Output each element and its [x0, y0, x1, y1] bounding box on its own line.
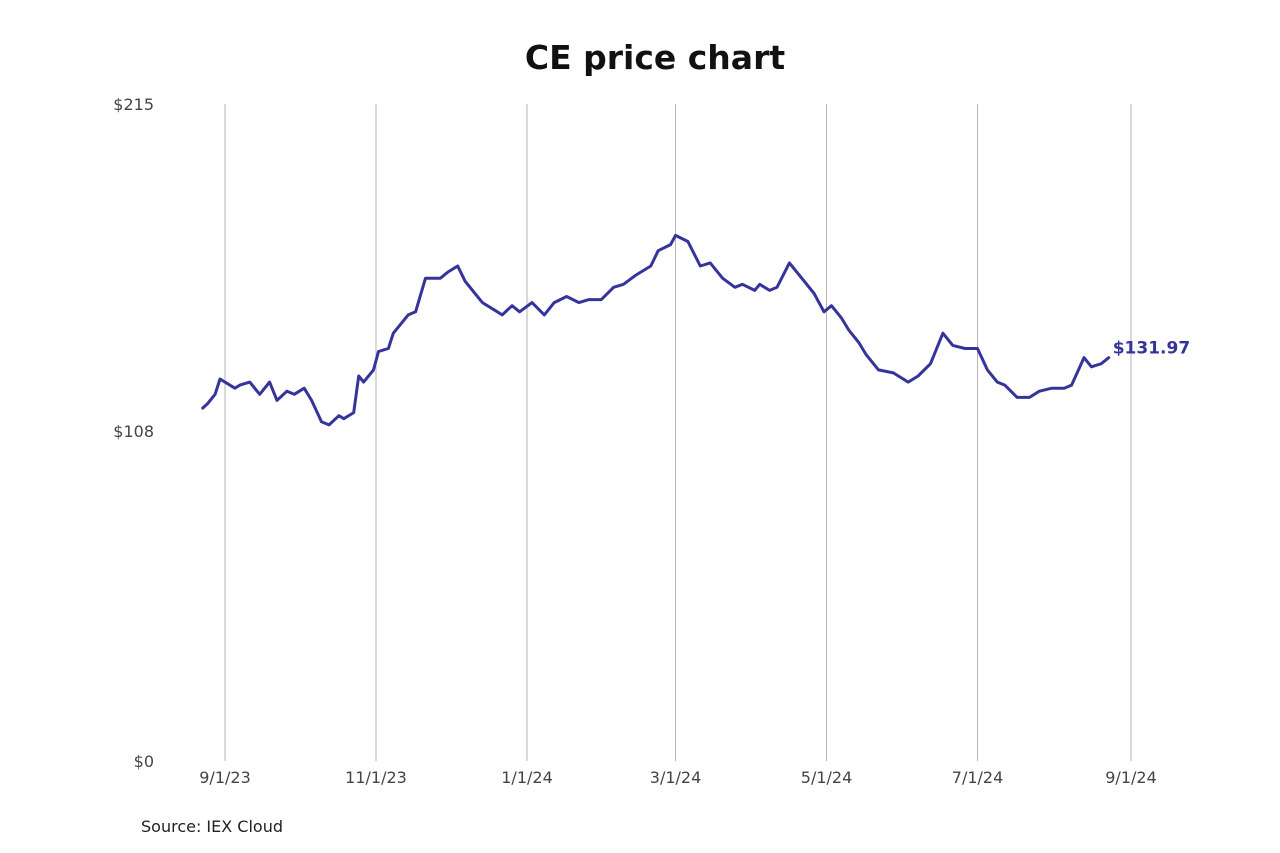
last-price-label: $131.97	[1113, 339, 1190, 359]
y-tick-label: $0	[134, 752, 154, 771]
x-axis-ticks: 9/1/23 11/1/23 1/1/24 3/1/24 5/1/24 7/1/24 9/1…	[199, 768, 1157, 787]
y-tick-label: $108	[113, 422, 154, 441]
chart-title: CE price chart	[524, 38, 786, 77]
y-tick-label: $215	[113, 95, 154, 114]
x-tick-label: 11/1/23	[345, 768, 407, 787]
x-tick-label: 3/1/24	[650, 768, 702, 787]
y-axis-ticks: $0 $108 $215	[113, 95, 154, 771]
source-note: Source: IEX Cloud	[141, 817, 284, 836]
x-tick-label: 5/1/24	[801, 768, 853, 787]
x-tick-label: 9/1/23	[199, 768, 251, 787]
x-tick-label: 9/1/24	[1105, 768, 1157, 787]
x-tick-label: 1/1/24	[501, 768, 553, 787]
gridlines	[224, 104, 1132, 761]
series-line-ce-price	[201, 233, 1111, 427]
x-tick-label: 7/1/24	[952, 768, 1004, 787]
